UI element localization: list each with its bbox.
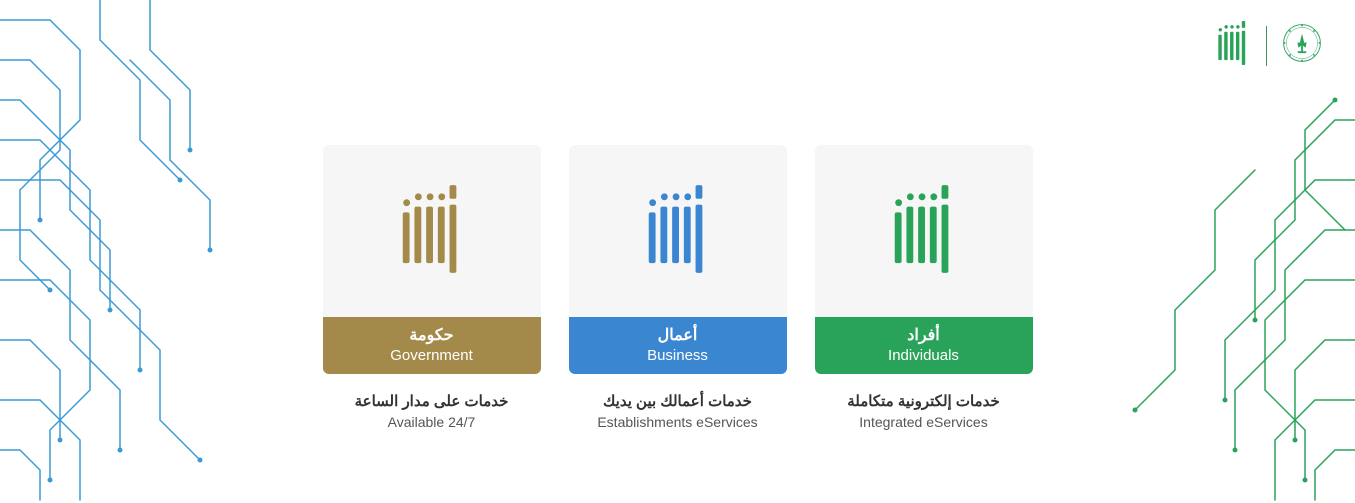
individuals-card[interactable]: أفراد Individuals خدمات إلكترونية متكامل… <box>815 145 1033 430</box>
business-card-banner: أعمال Business <box>569 317 787 374</box>
business-subtitle-en: Establishments eServices <box>597 414 757 430</box>
government-subtitle-ar: خدمات على مدار الساعة <box>355 392 509 410</box>
individuals-title-ar: أفراد <box>815 325 1033 345</box>
business-title-ar: أعمال <box>569 325 787 345</box>
individuals-subtitle-ar: خدمات إلكترونية متكاملة <box>847 392 999 410</box>
absher-individuals-icon <box>885 179 963 284</box>
individuals-subtitle-en: Integrated eServices <box>847 414 999 430</box>
government-subtitle: خدمات على مدار الساعة Available 24/7 <box>355 392 509 430</box>
circuit-decoration-left <box>0 0 280 503</box>
business-card-icon-box <box>569 145 787 317</box>
service-cards-container: حكومة Government خدمات على مدار الساعة A… <box>323 145 1033 430</box>
business-subtitle-ar: خدمات أعمالك بين يديك <box>597 392 757 410</box>
absher-government-icon <box>393 179 471 284</box>
saudi-emblem-icon <box>1279 20 1325 71</box>
government-card[interactable]: حكومة Government خدمات على مدار الساعة A… <box>323 145 541 430</box>
individuals-card-icon-box <box>815 145 1033 317</box>
individuals-card-banner: أفراد Individuals <box>815 317 1033 374</box>
header <box>1212 20 1325 71</box>
individuals-subtitle: خدمات إلكترونية متكاملة Integrated eServ… <box>847 392 999 430</box>
business-title-en: Business <box>569 347 787 364</box>
government-title-en: Government <box>323 347 541 364</box>
government-title-ar: حكومة <box>323 325 541 345</box>
absher-logo-icon <box>1212 21 1254 70</box>
government-card-banner: حكومة Government <box>323 317 541 374</box>
business-card[interactable]: أعمال Business خدمات أعمالك بين يديك Est… <box>569 145 787 430</box>
header-divider <box>1266 26 1267 66</box>
circuit-decoration-right <box>1075 0 1355 503</box>
government-card-icon-box <box>323 145 541 317</box>
business-subtitle: خدمات أعمالك بين يديك Establishments eSe… <box>597 392 757 430</box>
individuals-title-en: Individuals <box>815 347 1033 364</box>
absher-business-icon <box>639 179 717 284</box>
government-subtitle-en: Available 24/7 <box>355 414 509 430</box>
